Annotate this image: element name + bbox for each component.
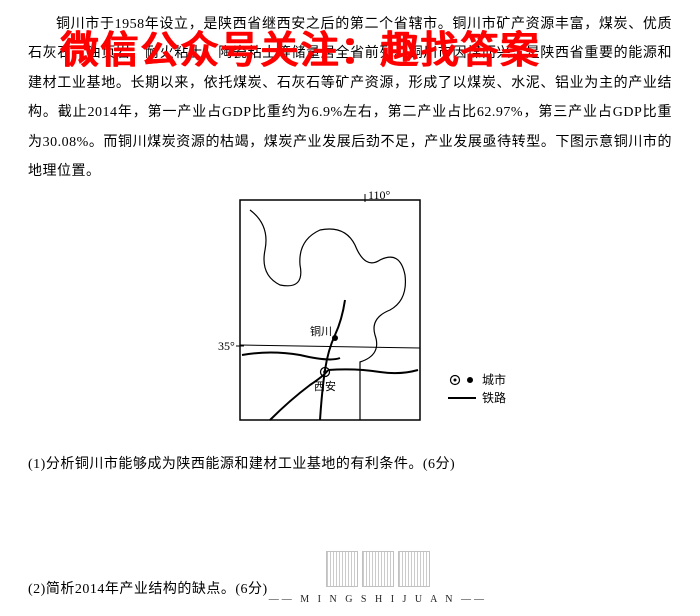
question-1: (1)分析铜川市能够成为陕西能源和建材工业基地的有利条件。(6分) — [28, 450, 672, 479]
question-2-row: (2)简析2014年产业结构的缺点。(6分) —— M I N G S H I … — [28, 575, 672, 604]
railway-4 — [328, 370, 418, 374]
latitude-label: 35° — [218, 339, 235, 353]
legend-rail-label: 铁路 — [482, 390, 506, 405]
map-legend: 城市 铁路 — [448, 372, 506, 405]
document-content: 铜川市于1958年设立，是陕西省继西安之后的第二个省辖市。铜川市矿产资源丰富，煤… — [0, 0, 700, 479]
stamp-squares — [269, 551, 487, 587]
question-2: (2)简析2014年产业结构的缺点。(6分) — [28, 575, 268, 604]
location-map: 110° 35° 铜川 西安 城市 铁路 — [170, 190, 530, 430]
publisher-stamp: —— M I N G S H I J U A N —— — [269, 551, 487, 610]
main-paragraph: 铜川市于1958年设立，是陕西省继西安之后的第二个省辖市。铜川市矿产资源丰富，煤… — [28, 10, 672, 186]
railway-3 — [270, 370, 328, 420]
legend-city-label: 城市 — [482, 372, 506, 387]
longitude-label: 110° — [368, 190, 391, 202]
railway-1 — [242, 353, 340, 360]
city-marker-xian-inner — [323, 371, 327, 375]
map-figure: 110° 35° 铜川 西安 城市 铁路 — [28, 190, 672, 441]
city-label-tongchuan: 铜川 — [310, 324, 332, 338]
city-marker-tongchuan — [332, 335, 338, 341]
city-label-xian: 西安 — [314, 379, 336, 393]
stamp-label: —— M I N G S H I J U A N —— — [269, 589, 487, 610]
